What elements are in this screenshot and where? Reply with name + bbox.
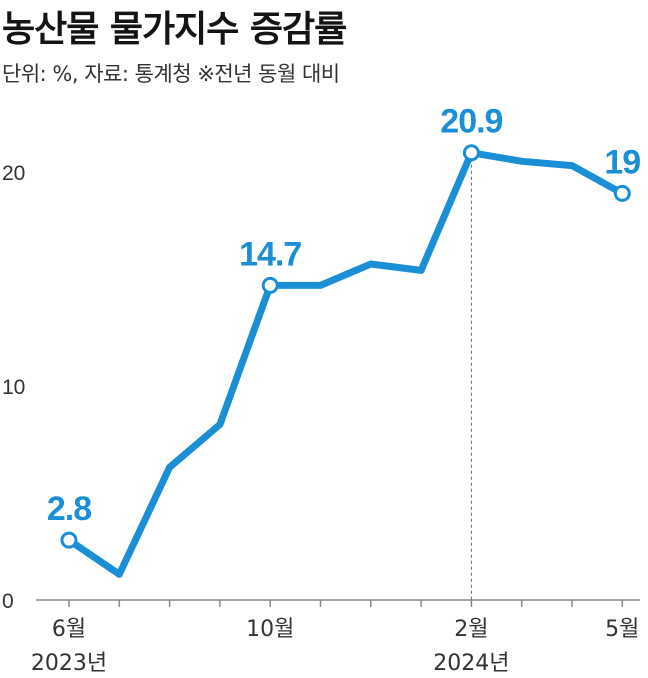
x-tick-label: 2월 <box>454 617 488 642</box>
x-tick-label: 5월 <box>605 617 639 642</box>
x-tick-label: 6월 <box>52 617 86 642</box>
chart-subtitle: 단위: %, 자료: 통계청 ※전년 동월 대비 <box>2 62 340 86</box>
y-tick-label: 20 <box>2 162 25 185</box>
x-year-label: 2023년 <box>31 651 107 676</box>
chart-title: 농산물 물가지수 증감률 <box>2 9 347 50</box>
highlight-marker <box>613 184 631 202</box>
data-label: 14.7 <box>239 235 301 273</box>
x-year-label: 2024년 <box>433 651 509 676</box>
data-label: 2.8 <box>47 490 91 528</box>
x-tick-label: 10월 <box>246 617 294 642</box>
data-label: 19 <box>604 143 640 181</box>
highlight-marker <box>60 531 78 549</box>
y-tick-label: 0 <box>2 590 14 613</box>
series-line <box>65 149 626 578</box>
data-label: 20.9 <box>440 103 502 141</box>
y-tick-label: 10 <box>2 376 25 399</box>
highlight-marker <box>261 276 279 294</box>
highlight-marker <box>462 144 480 162</box>
